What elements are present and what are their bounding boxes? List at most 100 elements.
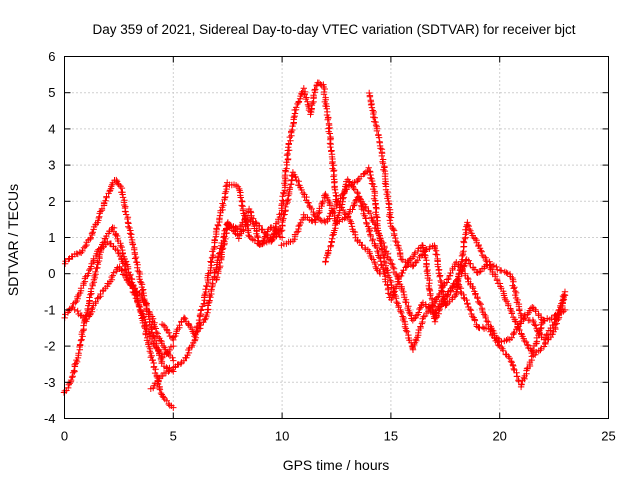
- data-point: [387, 260, 395, 267]
- y-tick-label: -1: [44, 302, 56, 317]
- data-point: [196, 312, 204, 319]
- data-point: [80, 314, 87, 321]
- data-point: [403, 328, 411, 335]
- data-point: [104, 238, 111, 246]
- data-point: [169, 354, 176, 361]
- data-point: [498, 338, 505, 345]
- data-point: [478, 248, 485, 255]
- y-tick-label: -3: [44, 375, 56, 390]
- data-point: [256, 222, 263, 229]
- data-point: [228, 224, 235, 231]
- data-point: [293, 104, 300, 111]
- data-point: [377, 145, 384, 152]
- data-point: [219, 245, 227, 252]
- data-point: [195, 316, 203, 324]
- chart-title: Day 359 of 2021, Sidereal Day-to-day VTE…: [93, 22, 576, 37]
- data-point: [543, 332, 550, 339]
- data-point: [281, 211, 288, 218]
- data-point: [416, 253, 423, 261]
- data-point: [371, 114, 378, 121]
- data-point: [518, 381, 525, 388]
- data-point: [523, 341, 531, 348]
- data-point: [508, 310, 515, 317]
- data-point: [260, 229, 268, 236]
- data-point: [208, 259, 215, 266]
- data-point: [379, 266, 387, 273]
- data-point: [531, 321, 538, 328]
- data-point: [523, 365, 531, 372]
- data-point: [417, 323, 424, 330]
- data-point: [385, 256, 393, 263]
- data-point: [558, 305, 565, 313]
- data-point: [480, 311, 488, 318]
- data-point: [170, 357, 177, 364]
- data-point: [138, 291, 145, 298]
- data-point: [391, 288, 398, 295]
- data-point: [369, 217, 376, 224]
- data-point: [516, 326, 523, 334]
- data-point: [366, 228, 373, 235]
- data-point: [297, 219, 304, 227]
- data-point: [160, 322, 168, 329]
- data-point: [159, 354, 166, 361]
- data-point: [332, 202, 340, 210]
- data-point: [472, 235, 479, 242]
- data-point: [221, 238, 228, 245]
- data-point: [533, 334, 540, 342]
- data-point: [471, 317, 479, 324]
- data-point: [436, 273, 443, 280]
- data-point: [494, 266, 501, 273]
- data-point: [159, 372, 166, 380]
- data-point: [372, 225, 380, 232]
- data-point: [79, 247, 86, 255]
- data-point: [213, 274, 221, 281]
- data-point: [493, 277, 501, 284]
- x-tick-label: 5: [170, 429, 177, 444]
- data-point: [463, 229, 470, 236]
- data-point: [85, 270, 92, 277]
- data-point: [207, 258, 214, 265]
- data-point: [170, 404, 177, 411]
- data-point: [68, 305, 75, 312]
- data-point: [254, 232, 261, 240]
- data-point: [354, 190, 361, 197]
- data-point: [208, 254, 216, 262]
- y-tick-label: -2: [44, 339, 56, 354]
- data-point: [87, 234, 94, 241]
- data-point: [425, 303, 432, 310]
- data-point: [311, 86, 318, 94]
- data-point: [409, 263, 416, 270]
- data-point: [393, 241, 401, 249]
- data-point: [163, 364, 170, 371]
- data-point: [366, 168, 373, 175]
- data-point: [118, 243, 125, 251]
- series-track-a: [61, 176, 177, 375]
- data-point: [398, 256, 405, 263]
- data-marks: [60, 79, 569, 411]
- data-point: [368, 104, 376, 111]
- data-point: [367, 101, 375, 109]
- data-point: [498, 267, 505, 274]
- y-tick-label: 4: [48, 121, 55, 136]
- data-point: [86, 266, 93, 274]
- data-point: [223, 225, 230, 232]
- data-point: [89, 258, 97, 266]
- data-point: [71, 306, 78, 313]
- data-point: [404, 259, 411, 266]
- data-point: [193, 329, 200, 336]
- data-point: [333, 192, 340, 200]
- data-point: [77, 337, 85, 344]
- data-point: [292, 174, 299, 181]
- data-point: [157, 337, 164, 344]
- data-point: [295, 98, 303, 105]
- y-tick-label: 0: [48, 266, 55, 281]
- data-point: [304, 98, 311, 105]
- data-point: [479, 323, 487, 331]
- data-point: [259, 238, 267, 245]
- data-point: [66, 380, 73, 387]
- data-point: [427, 292, 434, 299]
- data-point: [476, 268, 483, 276]
- data-point: [544, 336, 551, 343]
